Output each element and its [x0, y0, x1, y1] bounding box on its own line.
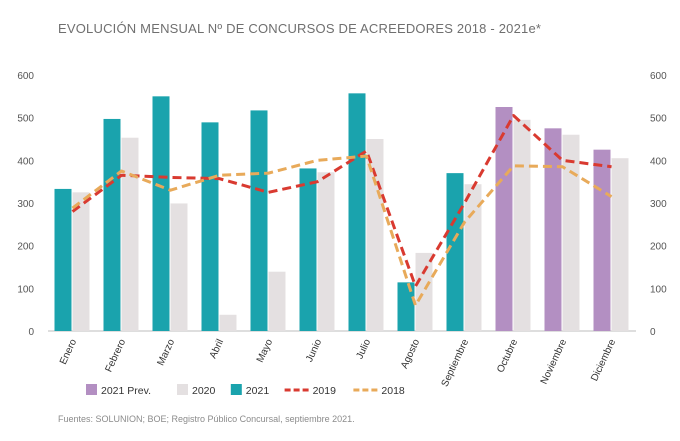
legend-swatch — [230, 384, 242, 395]
y-tick-label-right: 600 — [650, 71, 667, 82]
bar-2020 — [513, 119, 531, 331]
y-tick-label-right: 100 — [650, 284, 667, 295]
bar-2020 — [121, 137, 139, 331]
x-tick-label: Septiembre — [440, 337, 472, 388]
legend-swatch — [86, 384, 97, 395]
y-tick-label-left: 500 — [17, 114, 34, 125]
bar-2020 — [464, 184, 482, 331]
legend-label: 2019 — [313, 385, 337, 397]
x-tick-label: Abril — [208, 338, 226, 361]
source-note: Fuentes: SOLUNION; BOE; Registro Público… — [58, 414, 355, 424]
bar-2021 — [103, 118, 121, 332]
x-tick-label: Noviembre — [539, 337, 570, 386]
bar-2020 — [611, 158, 629, 331]
x-tick-label: Marzo — [156, 337, 178, 367]
bar-2021 — [152, 96, 170, 331]
bar-2020 — [268, 271, 286, 331]
x-tick-label: Junio — [304, 337, 324, 364]
y-tick-label-left: 100 — [17, 284, 34, 295]
legend-label: 2018 — [381, 385, 405, 397]
bar-2020 — [72, 192, 90, 331]
line-series-2019 — [71, 114, 612, 288]
x-tick-label: Julio — [355, 337, 374, 361]
legend-swatch — [177, 384, 188, 395]
y-tick-label-right: 500 — [650, 114, 667, 125]
y-tick-label-left: 400 — [17, 156, 34, 167]
bar-2021-prev- — [495, 107, 513, 331]
bar-2021-prev- — [544, 128, 562, 331]
bar-2021 — [397, 282, 415, 331]
y-tick-label-right: 200 — [650, 242, 667, 253]
x-tick-label: Febrero — [103, 337, 128, 374]
bar-2020 — [317, 172, 335, 331]
bar-2020 — [219, 314, 237, 331]
bar-2020 — [170, 203, 188, 331]
bar-2021 — [299, 168, 317, 331]
x-tick-label: Agosto — [399, 337, 422, 370]
y-tick-label-left: 300 — [17, 199, 34, 210]
y-tick-label-right: 400 — [650, 156, 667, 167]
bar-2021 — [54, 188, 72, 331]
legend-label: 2021 — [246, 385, 270, 397]
x-tick-label: Diciembre — [589, 337, 618, 383]
y-tick-label-right: 300 — [650, 199, 667, 210]
bar-2020 — [562, 134, 580, 331]
legend-label: 2020 — [192, 385, 216, 397]
y-tick-label-left: 200 — [17, 242, 34, 253]
bar-2020 — [415, 252, 433, 331]
y-tick-label-left: 600 — [17, 71, 34, 82]
x-tick-label: Mayo — [255, 337, 275, 364]
bar-2021 — [201, 122, 219, 331]
bar-2021 — [446, 173, 464, 331]
y-tick-label-right: 0 — [650, 327, 656, 338]
bar-2021 — [348, 93, 366, 331]
x-tick-label: Enero — [58, 337, 79, 366]
chart-title: EVOLUCIÓN MENSUAL Nº DE CONCURSOS DE ACR… — [58, 21, 542, 36]
y-tick-label-left: 0 — [28, 327, 34, 338]
line-series-2018 — [71, 154, 613, 307]
bar-2021-prev- — [593, 149, 611, 331]
bar-2021 — [250, 110, 268, 331]
legend-label: 2021 Prev. — [101, 385, 151, 397]
x-tick-label: Octubre — [495, 337, 520, 374]
